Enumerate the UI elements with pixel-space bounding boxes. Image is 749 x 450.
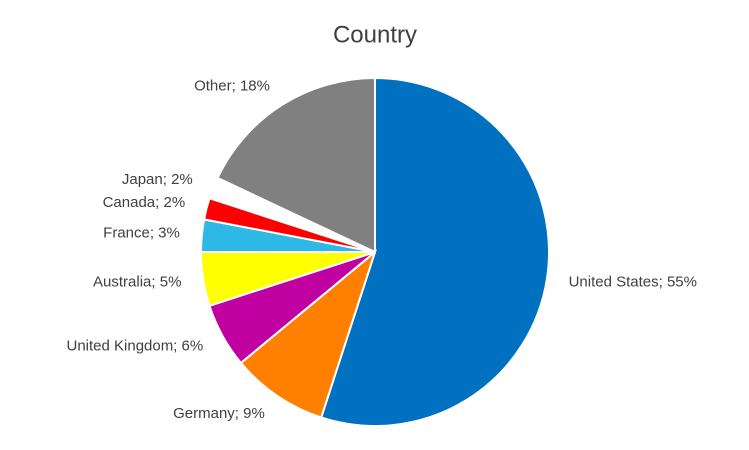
data-label: United States; 55%	[569, 274, 697, 291]
data-label: Australia; 5%	[93, 274, 181, 291]
data-label: Japan; 2%	[122, 171, 193, 188]
data-label: United Kingdom; 6%	[66, 337, 203, 354]
chart-title: Country	[333, 21, 417, 48]
data-label: Other; 18%	[194, 77, 270, 94]
pie-slice	[319, 76, 550, 427]
pie-slice	[239, 249, 378, 419]
pie-slice	[216, 76, 376, 254]
data-label: Canada; 2%	[103, 194, 186, 211]
data-label: France; 3%	[103, 225, 180, 242]
data-label: Germany; 9%	[173, 405, 265, 422]
